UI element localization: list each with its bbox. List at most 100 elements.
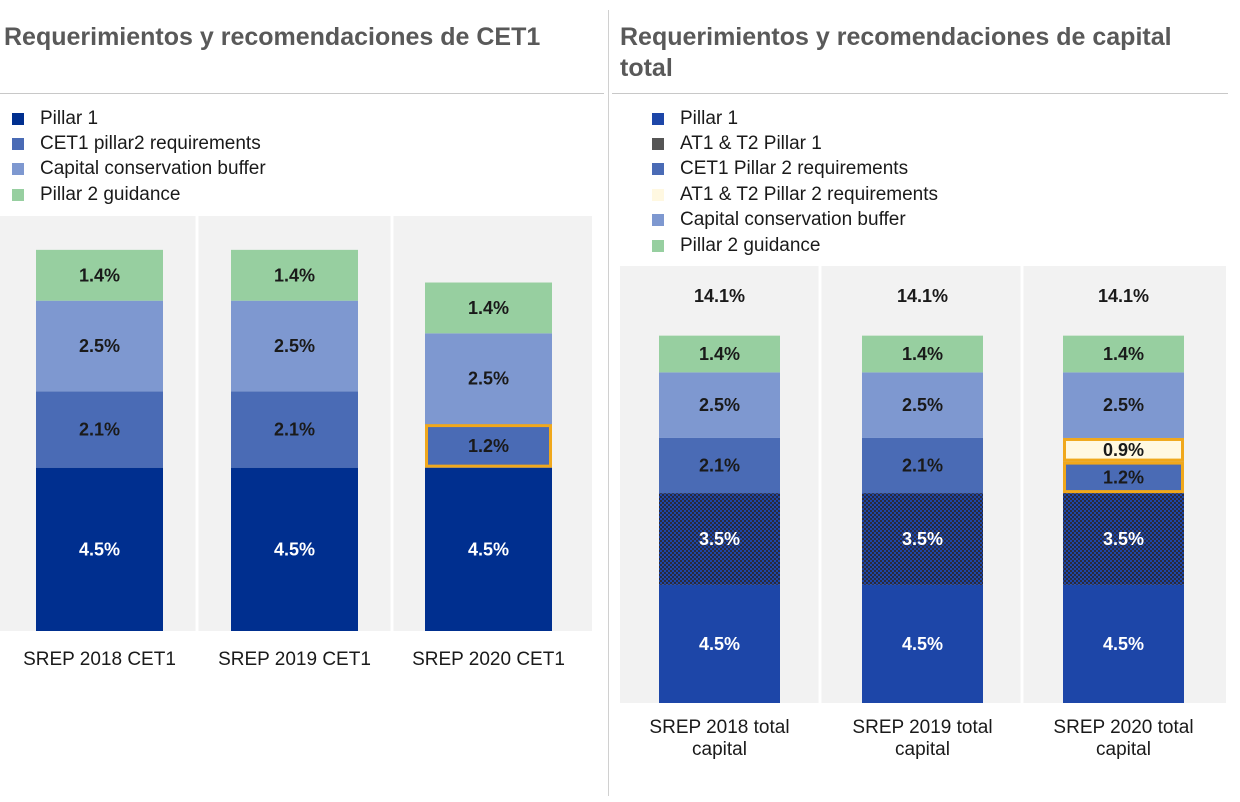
total-label: 14.1% bbox=[1098, 286, 1149, 306]
data-label: 1.4% bbox=[1103, 344, 1144, 364]
legend-label: CET1 pillar2 requirements bbox=[40, 133, 261, 155]
bar-segment-cet1-pillar-2-requirements bbox=[659, 437, 780, 494]
bar-segment-pillar-2-guidance bbox=[1063, 335, 1184, 373]
data-label: 1.2% bbox=[1103, 467, 1144, 487]
data-label: 4.5% bbox=[79, 539, 120, 559]
panel-divider bbox=[608, 10, 609, 796]
bar-segment-capital-conservation-buffer bbox=[862, 372, 983, 438]
bar-segment-pillar-1 bbox=[659, 584, 780, 703]
bar-segment-pillar-1 bbox=[36, 467, 163, 631]
legend-item-cet1-pillar2-requirements: CET1 pillar2 requirements bbox=[12, 131, 266, 156]
data-label: 2.1% bbox=[79, 420, 120, 440]
data-label: 2.5% bbox=[274, 336, 315, 356]
category-label: SREP 2020 CET1 bbox=[412, 649, 565, 670]
data-label: 4.5% bbox=[1103, 634, 1144, 654]
legend-item-capital-conservation-buffer: Capital conservation buffer bbox=[652, 208, 938, 233]
bar-segment-pillar-1 bbox=[231, 467, 358, 631]
total-label: 14.1% bbox=[694, 286, 745, 306]
data-label: 3.5% bbox=[699, 529, 740, 549]
bar-segment-at1-and-t2-pillar-1 bbox=[659, 493, 780, 585]
bar-segment-at1-and-t2-pillar-1 bbox=[862, 493, 983, 585]
bar-segment-pillar-2-guidance bbox=[659, 335, 780, 373]
category-label: SREP 2018 total capital bbox=[649, 717, 789, 760]
data-label: 4.5% bbox=[468, 539, 509, 559]
data-label: 1.4% bbox=[468, 298, 509, 318]
data-label: 4.5% bbox=[274, 539, 315, 559]
legend-label: Pillar 2 guidance bbox=[40, 183, 181, 205]
legend-label: Capital conservation buffer bbox=[40, 158, 266, 180]
legend-swatch bbox=[652, 138, 664, 151]
data-label: 0.9% bbox=[1103, 440, 1144, 460]
legend-cet1: Pillar 1 CET1 pillar2 requirements Capital… bbox=[12, 106, 266, 208]
bar-segment-pillar-2-guidance bbox=[425, 282, 552, 334]
bar-segment-capital-conservation-buffer bbox=[425, 333, 552, 425]
data-label: 2.5% bbox=[1103, 395, 1144, 415]
bar-segment-at1-and-t2-pillar-1 bbox=[1063, 493, 1184, 585]
category-label: SREP 2018 CET1 bbox=[23, 649, 176, 670]
bar-segment-pillar-1 bbox=[425, 467, 552, 631]
bar-segment-pillar-2-guidance bbox=[36, 249, 163, 301]
data-label: 2.1% bbox=[274, 420, 315, 440]
legend-item-pillar-2-guidance: Pillar 2 guidance bbox=[652, 233, 938, 258]
bar-segment-cet1-pillar-2-requirements bbox=[1063, 461, 1184, 494]
highlight-outline bbox=[425, 424, 552, 468]
data-label: 1.4% bbox=[274, 265, 315, 285]
chart-title-total-capital: Requerimientos y recomendaciones de capi… bbox=[620, 23, 1172, 82]
bar-segment-pillar-2-guidance bbox=[862, 335, 983, 373]
legend-swatch bbox=[652, 163, 664, 176]
legend-swatch bbox=[652, 112, 664, 125]
bar-segment-capital-conservation-buffer bbox=[36, 300, 163, 392]
bar-segment-capital-conservation-buffer bbox=[1063, 372, 1184, 438]
legend-label: CET1 Pillar 2 requirements bbox=[680, 158, 909, 180]
category-label: SREP 2020 total capital bbox=[1053, 717, 1193, 760]
data-label: 3.5% bbox=[902, 529, 943, 549]
data-label: 2.5% bbox=[468, 369, 509, 389]
bar-segment-cet1-pillar2-requirements bbox=[231, 391, 358, 468]
legend-swatch bbox=[652, 239, 664, 252]
data-label: 1.2% bbox=[468, 436, 509, 456]
bar-segment-cet1-pillar2-requirements bbox=[425, 424, 552, 468]
legend-item-at1-and-t2-pillar-1: AT1 & T2 Pillar 1 bbox=[652, 131, 938, 156]
data-label: 2.1% bbox=[902, 456, 943, 476]
data-label: 2.5% bbox=[902, 395, 943, 415]
highlight-outline bbox=[1063, 461, 1184, 494]
legend-label: Pillar 1 bbox=[680, 107, 739, 129]
legend-swatch bbox=[12, 163, 24, 176]
legend-label: Capital conservation buffer bbox=[680, 209, 906, 231]
bar-segment-capital-conservation-buffer bbox=[231, 300, 358, 392]
data-label: 2.5% bbox=[79, 336, 120, 356]
data-label: 4.5% bbox=[902, 634, 943, 654]
data-label: 2.1% bbox=[699, 456, 740, 476]
highlight-outline bbox=[1063, 437, 1184, 462]
legend-label: Pillar 1 bbox=[40, 107, 99, 129]
legend-label: AT1 & T2 Pillar 2 requirements bbox=[680, 183, 939, 205]
data-label: 1.4% bbox=[902, 344, 943, 364]
legend-total-capital: Pillar 1 AT1 & T2 Pillar 1 CET1 Pillar 2 r… bbox=[652, 106, 938, 258]
chart-title-cet1: Requerimientos y recomendaciones de CET1 bbox=[4, 23, 541, 51]
legend-item-pillar-1: Pillar 1 bbox=[12, 106, 266, 131]
bar-segment-capital-conservation-buffer bbox=[659, 372, 780, 438]
legend-swatch bbox=[12, 112, 24, 125]
data-label: 1.4% bbox=[699, 344, 740, 364]
bar-segment-cet1-pillar-2-requirements bbox=[862, 437, 983, 494]
data-label: 3.5% bbox=[1103, 529, 1144, 549]
bar-segment-pillar-1 bbox=[1063, 584, 1184, 703]
legend-label: Pillar 2 guidance bbox=[680, 234, 821, 256]
legend-item-at1-and-t2-pillar-2-requirements: AT1 & T2 Pillar 2 requirements bbox=[652, 182, 938, 207]
legend-swatch bbox=[12, 188, 24, 201]
title-divider-left bbox=[0, 93, 604, 94]
bar-segment-cet1-pillar2-requirements bbox=[36, 391, 163, 468]
title-divider-right bbox=[612, 93, 1228, 94]
legend-item-pillar-2-guidance: Pillar 2 guidance bbox=[12, 182, 266, 207]
legend-item-pillar-1: Pillar 1 bbox=[652, 106, 938, 131]
category-label: SREP 2019 total capital bbox=[852, 717, 992, 760]
bar-segment-pillar-1 bbox=[862, 584, 983, 703]
bar-segment-pillar-2-guidance bbox=[231, 249, 358, 301]
chart-total-capital: 4.5% 3.5% 2.1% 2.5% 1.4% 14.1% SREP 2018 total… bbox=[620, 266, 1226, 760]
legend-item-capital-conservation-buffer: Capital conservation buffer bbox=[12, 157, 266, 182]
legend-swatch bbox=[12, 138, 24, 151]
total-label: 14.1% bbox=[897, 286, 948, 306]
legend-label: AT1 & T2 Pillar 1 bbox=[680, 133, 822, 155]
category-label: SREP 2019 CET1 bbox=[218, 649, 371, 670]
legend-swatch bbox=[652, 214, 664, 227]
